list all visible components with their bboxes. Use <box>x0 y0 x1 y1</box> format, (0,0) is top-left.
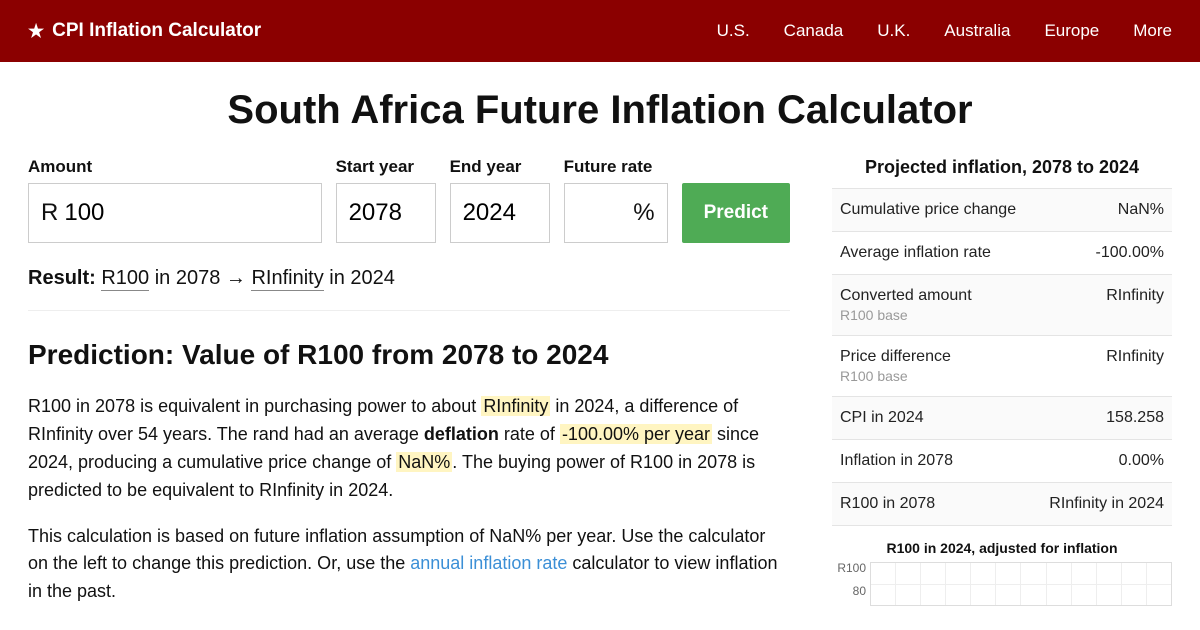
star-icon: ★ <box>28 21 44 42</box>
start-year-wrap[interactable] <box>336 183 436 243</box>
result-prefix: Result: <box>28 267 96 289</box>
highlight-rate: -100.00% per year <box>560 424 712 444</box>
stats-table: Cumulative price change NaN% Average inf… <box>832 188 1172 526</box>
chart-title: R100 in 2024, adjusted for inflation <box>832 540 1172 556</box>
brand[interactable]: ★ CPI Inflation Calculator <box>28 20 261 42</box>
calculator-form: Amount R Start year End year Future r <box>28 157 790 243</box>
amount-input[interactable] <box>64 199 308 227</box>
end-year-wrap[interactable] <box>450 183 550 243</box>
predict-button[interactable]: Predict <box>682 183 790 243</box>
nav-item-more[interactable]: More <box>1133 21 1172 41</box>
stat-row-converted: Converted amount R100 base RInfinity <box>832 275 1172 336</box>
result-to-year: in 2024 <box>329 267 395 289</box>
rate-suffix: % <box>633 199 654 227</box>
end-year-label: End year <box>450 157 550 177</box>
result-to-amount: RInfinity <box>251 267 323 291</box>
end-year-input[interactable] <box>463 199 537 227</box>
stat-row-average: Average inflation rate -100.00% <box>832 232 1172 275</box>
amount-label: Amount <box>28 157 322 177</box>
result-arrow: → <box>226 267 246 289</box>
result-from-year: in 2078 <box>155 267 221 289</box>
prediction-paragraph-1: R100 in 2078 is equivalent in purchasing… <box>28 393 790 505</box>
result-line: Result: R100 in 2078 → RInfinity in 2024 <box>28 267 790 311</box>
start-year-input[interactable] <box>349 199 423 227</box>
brand-text: CPI Inflation Calculator <box>52 20 261 42</box>
nav-item-australia[interactable]: Australia <box>944 21 1010 41</box>
stat-row-r100: R100 in 2078 RInfinity in 2024 <box>832 483 1172 526</box>
annual-inflation-link[interactable]: annual inflation rate <box>410 553 567 573</box>
y-label-100: R100 <box>832 562 866 585</box>
stat-row-inflation-2078: Inflation in 2078 0.00% <box>832 440 1172 483</box>
result-from-amount: R100 <box>101 267 149 291</box>
future-rate-wrap[interactable]: % <box>564 183 668 243</box>
prediction-paragraph-2: This calculation is based on future infl… <box>28 523 790 607</box>
site-header: ★ CPI Inflation Calculator U.S. Canada U… <box>0 0 1200 62</box>
mini-chart: R100 80 <box>870 562 1172 608</box>
chart-vlines <box>871 563 1171 605</box>
y-label-80: 80 <box>832 585 866 608</box>
start-year-label: Start year <box>336 157 436 177</box>
stat-row-price-diff: Price difference R100 base RInfinity <box>832 336 1172 397</box>
nav-item-europe[interactable]: Europe <box>1044 21 1099 41</box>
highlight-amount: RInfinity <box>481 396 550 416</box>
future-rate-input[interactable] <box>577 199 634 227</box>
stat-row-cumulative: Cumulative price change NaN% <box>832 189 1172 232</box>
future-rate-label: Future rate <box>564 157 668 177</box>
stat-row-cpi: CPI in 2024 158.258 <box>832 397 1172 440</box>
nav-item-canada[interactable]: Canada <box>784 21 844 41</box>
page-title: South Africa Future Inflation Calculator <box>0 88 1200 133</box>
nav-item-us[interactable]: U.S. <box>717 21 750 41</box>
chart-grid <box>870 562 1172 606</box>
sidebar-title: Projected inflation, 2078 to 2024 <box>832 157 1172 178</box>
amount-input-wrap[interactable]: R <box>28 183 322 243</box>
prediction-heading: Prediction: Value of R100 from 2078 to 2… <box>28 339 790 371</box>
highlight-cumulative: NaN% <box>396 452 452 472</box>
top-nav: U.S. Canada U.K. Australia Europe More <box>717 21 1172 41</box>
currency-prefix: R <box>41 199 58 227</box>
nav-item-uk[interactable]: U.K. <box>877 21 910 41</box>
